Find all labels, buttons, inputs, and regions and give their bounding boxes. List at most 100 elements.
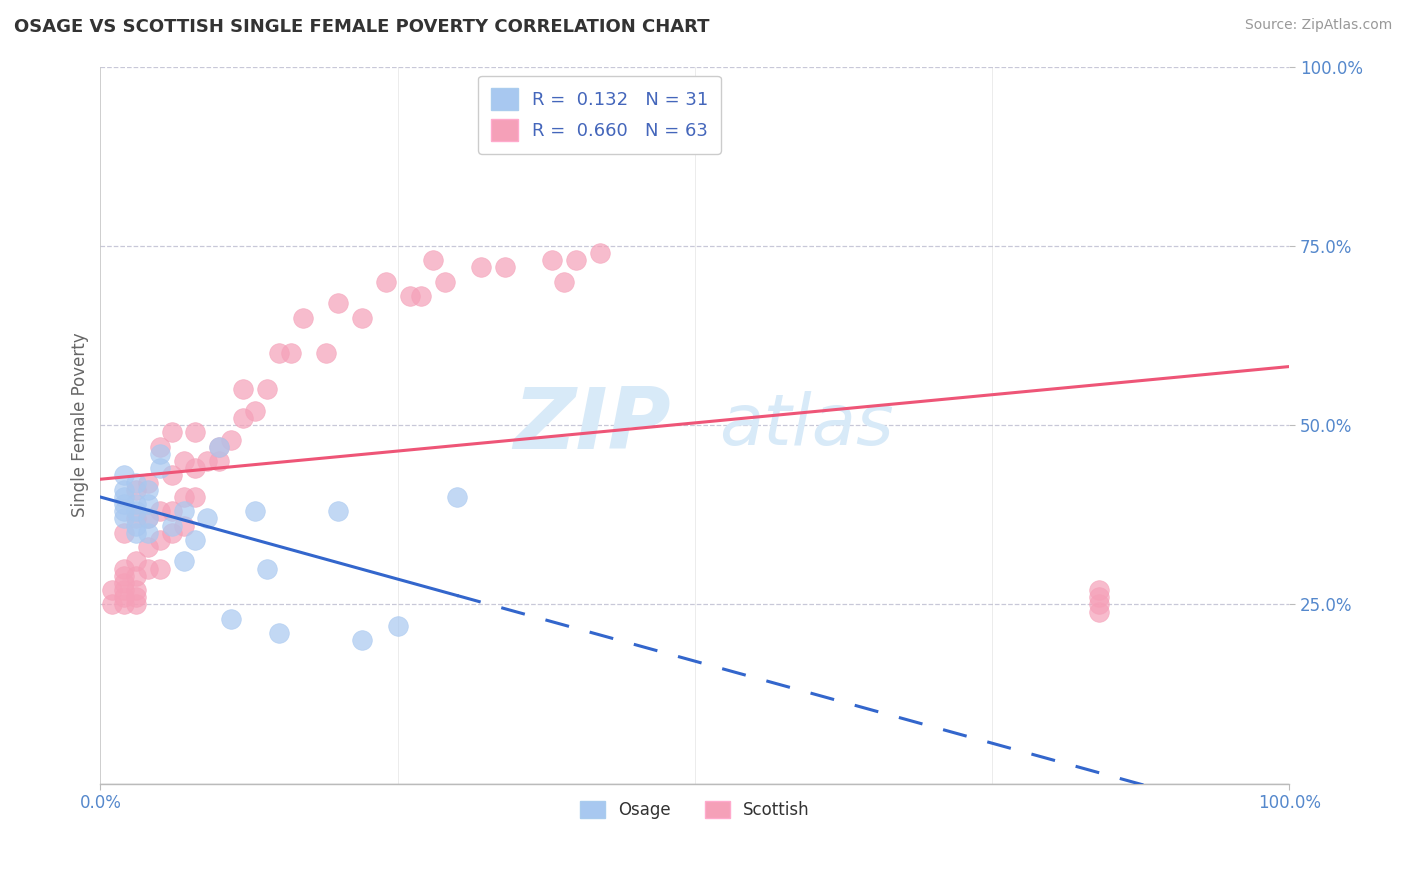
Point — [149, 504, 172, 518]
Point — [136, 497, 159, 511]
Point — [136, 511, 159, 525]
Point — [195, 454, 218, 468]
Point — [470, 260, 492, 275]
Point — [387, 619, 409, 633]
Point — [125, 497, 148, 511]
Point — [243, 504, 266, 518]
Point — [1088, 598, 1111, 612]
Point — [173, 518, 195, 533]
Point — [219, 433, 242, 447]
Point — [411, 289, 433, 303]
Point — [280, 346, 302, 360]
Point — [112, 504, 135, 518]
Point — [112, 497, 135, 511]
Point — [243, 404, 266, 418]
Point — [446, 490, 468, 504]
Text: Source: ZipAtlas.com: Source: ZipAtlas.com — [1244, 18, 1392, 32]
Point — [589, 246, 612, 260]
Point — [267, 346, 290, 360]
Point — [125, 525, 148, 540]
Point — [1088, 591, 1111, 605]
Point — [112, 490, 135, 504]
Point — [125, 591, 148, 605]
Point — [422, 253, 444, 268]
Point — [112, 591, 135, 605]
Point — [160, 468, 183, 483]
Point — [160, 425, 183, 440]
Point — [149, 561, 172, 575]
Point — [125, 568, 148, 582]
Point — [1088, 583, 1111, 598]
Point — [173, 554, 195, 568]
Point — [494, 260, 516, 275]
Point — [112, 568, 135, 582]
Point — [195, 511, 218, 525]
Point — [315, 346, 337, 360]
Point — [112, 525, 135, 540]
Point — [112, 598, 135, 612]
Point — [112, 511, 135, 525]
Point — [565, 253, 588, 268]
Point — [112, 468, 135, 483]
Point — [374, 275, 396, 289]
Point — [256, 382, 278, 396]
Point — [149, 447, 172, 461]
Point — [184, 425, 207, 440]
Point — [398, 289, 420, 303]
Point — [267, 626, 290, 640]
Point — [434, 275, 457, 289]
Point — [173, 490, 195, 504]
Point — [112, 561, 135, 575]
Point — [291, 310, 314, 325]
Point — [328, 296, 350, 310]
Point — [160, 504, 183, 518]
Text: atlas: atlas — [718, 391, 893, 459]
Point — [350, 310, 373, 325]
Point — [149, 533, 172, 547]
Point — [184, 461, 207, 475]
Point — [184, 490, 207, 504]
Point — [136, 511, 159, 525]
Point — [136, 525, 159, 540]
Legend: Osage, Scottish: Osage, Scottish — [574, 794, 817, 826]
Point — [136, 483, 159, 497]
Point — [208, 440, 231, 454]
Point — [149, 461, 172, 475]
Point — [125, 554, 148, 568]
Point — [256, 561, 278, 575]
Point — [125, 475, 148, 490]
Point — [112, 583, 135, 598]
Point — [125, 511, 148, 525]
Point — [350, 633, 373, 648]
Point — [219, 612, 242, 626]
Point — [149, 440, 172, 454]
Point — [112, 483, 135, 497]
Point — [125, 483, 148, 497]
Point — [160, 525, 183, 540]
Point — [208, 454, 231, 468]
Point — [125, 504, 148, 518]
Point — [553, 275, 575, 289]
Point — [232, 411, 254, 425]
Y-axis label: Single Female Poverty: Single Female Poverty — [72, 333, 89, 517]
Point — [136, 475, 159, 490]
Point — [125, 598, 148, 612]
Point — [136, 561, 159, 575]
Point — [328, 504, 350, 518]
Point — [160, 518, 183, 533]
Point — [232, 382, 254, 396]
Text: ZIP: ZIP — [513, 384, 671, 467]
Text: OSAGE VS SCOTTISH SINGLE FEMALE POVERTY CORRELATION CHART: OSAGE VS SCOTTISH SINGLE FEMALE POVERTY … — [14, 18, 710, 36]
Point — [173, 504, 195, 518]
Point — [101, 598, 124, 612]
Point — [136, 540, 159, 554]
Point — [173, 454, 195, 468]
Point — [541, 253, 564, 268]
Point — [125, 583, 148, 598]
Point — [1088, 605, 1111, 619]
Point — [112, 576, 135, 591]
Point — [125, 518, 148, 533]
Point — [208, 440, 231, 454]
Point — [101, 583, 124, 598]
Point — [184, 533, 207, 547]
